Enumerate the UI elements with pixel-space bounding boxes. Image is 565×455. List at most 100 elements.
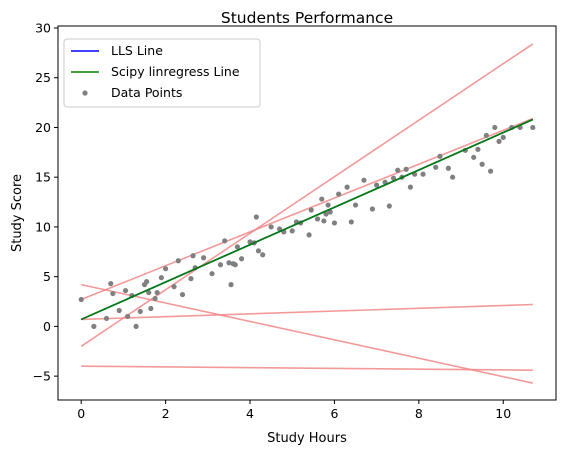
data-point: [108, 281, 114, 287]
data-point: [255, 248, 262, 254]
y-tick-label: 5: [43, 269, 51, 284]
data-point: [110, 290, 116, 297]
data-point: [479, 161, 485, 167]
data-point: [344, 184, 350, 190]
data-point: [188, 276, 194, 282]
data-point: [450, 174, 456, 180]
x-tick-label: 4: [246, 406, 254, 421]
data-point: [222, 238, 228, 244]
y-tick-label: 10: [35, 219, 51, 234]
x-tick-label: 0: [77, 406, 85, 421]
data-point: [247, 239, 253, 245]
data-point: [323, 211, 329, 217]
data-point: [228, 282, 234, 288]
y-tick-label: 20: [35, 120, 51, 135]
iteration-line-5: [80, 117, 534, 301]
data-point: [253, 214, 259, 220]
data-point: [137, 308, 143, 315]
data-point: [148, 305, 154, 312]
x-tick-label: 2: [162, 406, 170, 421]
data-point: [500, 134, 506, 141]
data-point: [306, 232, 312, 238]
iteration-line-2: [81, 283, 533, 384]
data-point: [238, 256, 245, 262]
data-point: [175, 258, 181, 264]
data-point: [226, 260, 232, 266]
x-tick-label: 8: [415, 406, 423, 421]
data-point: [420, 171, 426, 177]
iteration-line-4: [80, 43, 534, 347]
data-point: [437, 153, 443, 159]
data-point: [201, 255, 207, 261]
data-point: [530, 124, 536, 131]
data-point: [179, 291, 186, 298]
y-tick-label: −5: [33, 369, 51, 384]
data-point: [133, 323, 139, 329]
data-point: [483, 132, 489, 139]
legend-scipy-label: Scipy linregress Line: [111, 64, 240, 79]
x-tick-label: 10: [495, 406, 511, 421]
y-tick-label: 15: [35, 170, 51, 185]
data-point: [289, 228, 295, 234]
data-point: [209, 271, 215, 277]
data-point: [152, 295, 158, 302]
legend-points-label: Data Points: [111, 85, 182, 100]
data-point: [190, 253, 196, 259]
data-point: [407, 184, 413, 190]
data-point: [369, 206, 376, 212]
data-point: [475, 146, 481, 152]
legend-frame: [63, 38, 261, 108]
x-axis-label: Study Hours: [267, 431, 347, 446]
data-point: [122, 287, 129, 294]
data-point: [403, 166, 409, 172]
legend-lls-label: LLS Line: [111, 43, 163, 58]
data-point: [217, 262, 224, 268]
data-point: [158, 275, 164, 281]
data-point: [125, 313, 131, 320]
data-point: [352, 202, 359, 208]
data-point: [395, 167, 401, 173]
data-point: [386, 203, 392, 209]
data-point: [321, 218, 327, 224]
data-point: [496, 138, 502, 144]
data-point: [314, 216, 321, 222]
data-point: [336, 191, 342, 197]
data-point: [319, 196, 325, 202]
data-point: [232, 262, 238, 268]
legend-points-swatch: [82, 90, 88, 96]
legend: LLS Line Scipy linregress Line Data Poin…: [63, 38, 261, 108]
data-points: [78, 124, 536, 329]
data-point: [361, 177, 367, 183]
data-point: [171, 284, 177, 290]
data-point: [433, 164, 439, 170]
data-point: [144, 279, 150, 285]
data-point: [91, 323, 97, 329]
x-tick-label: 6: [330, 406, 338, 421]
y-tick-label: 25: [35, 70, 51, 85]
data-point: [471, 154, 477, 160]
y-axis-label: Study Score: [10, 174, 25, 252]
data-point: [348, 219, 354, 225]
data-point: [103, 315, 110, 322]
plot-frame: [57, 25, 557, 401]
data-point: [260, 252, 266, 258]
data-point: [234, 244, 240, 250]
data-point: [78, 296, 84, 303]
y-tick-label: 30: [35, 20, 51, 35]
data-point: [146, 289, 152, 296]
data-point: [331, 220, 338, 226]
data-point: [116, 307, 122, 314]
data-point: [163, 266, 169, 272]
scipy-line: [80, 118, 534, 321]
axis-ticks: 0 2 4 6 8 10 −5 0 5 10 15 20 25 30: [33, 20, 512, 421]
data-point: [445, 165, 451, 171]
iteration-line-1: [81, 365, 533, 371]
data-point: [154, 289, 160, 296]
data-point: [308, 207, 314, 213]
y-tick-label: 0: [43, 319, 51, 334]
data-point: [268, 224, 274, 230]
data-point: [487, 168, 494, 174]
data-point: [327, 209, 333, 215]
iteration-line-3: [81, 303, 533, 321]
